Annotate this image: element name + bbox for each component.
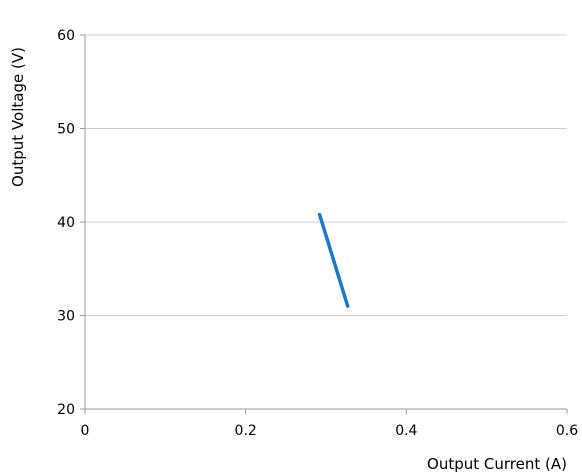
y-tick-label: 30 xyxy=(57,309,75,325)
y-tick-label: 40 xyxy=(57,215,75,231)
y-tick-label: 50 xyxy=(57,122,75,138)
x-tick-label: 0.2 xyxy=(235,423,257,439)
series-layer xyxy=(317,212,350,308)
grid-lines xyxy=(85,34,567,316)
y-axis-title: Output Voltage (V) xyxy=(9,47,27,187)
y-tick-labels: 20 30 40 50 60 xyxy=(57,28,75,418)
y-tick-label: 20 xyxy=(57,402,75,418)
axes xyxy=(80,34,568,414)
x-tick-label: 0.4 xyxy=(395,423,417,439)
series-line-0 xyxy=(317,212,350,308)
x-tick-labels: 0 0.2 0.4 0.6 xyxy=(81,423,579,439)
x-tick-label: 0.6 xyxy=(556,423,578,439)
x-axis-title: Output Current (A) xyxy=(427,455,567,473)
x-tick-label: 0 xyxy=(81,423,90,439)
y-tick-label: 60 xyxy=(57,28,75,44)
